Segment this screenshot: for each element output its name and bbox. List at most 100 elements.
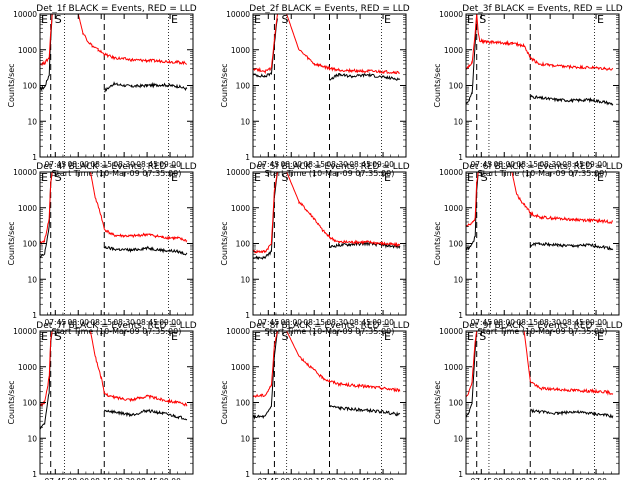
x-tick-label: 08:00	[67, 477, 89, 480]
x-tick-label: 08:00	[67, 318, 89, 327]
y-tick-label: 1	[245, 153, 250, 162]
x-tick-label: 08:30	[539, 318, 561, 327]
x-tick-label: 08:30	[326, 160, 348, 169]
x-tick-label: 07:45	[470, 477, 492, 480]
phase-marker-e: E	[597, 171, 604, 184]
x-tick-label: 07:45	[470, 160, 492, 169]
y-tick-label: 100	[23, 399, 38, 408]
lld-series-line	[40, 14, 188, 67]
x-tick-label: 08:00	[280, 477, 302, 480]
lld-series-line	[253, 331, 401, 399]
events-series-line	[466, 331, 614, 419]
x-tick-label: 09:00	[585, 477, 607, 480]
phase-marker-e: E	[384, 13, 391, 26]
lld-series-line	[466, 14, 614, 71]
phase-marker-s: S	[282, 171, 289, 184]
x-tick-label: 07:45	[44, 477, 66, 480]
x-tick-label: 08:15	[90, 477, 112, 480]
phase-marker-e: E	[171, 330, 178, 343]
x-tick-label: 08:30	[539, 160, 561, 169]
chart-title: Det_8f BLACK = Events, RED = LLD	[249, 321, 409, 331]
phase-marker-e: E	[41, 330, 48, 343]
x-tick-label: 08:45	[136, 477, 158, 480]
y-axis-label: Counts/sec	[433, 63, 442, 107]
y-tick-label: 10000	[439, 168, 463, 177]
chart-title: Det_3f BLACK = Events, RED = LLD	[462, 4, 622, 14]
phase-marker-e: E	[171, 13, 178, 26]
y-tick-label: 1	[458, 311, 463, 320]
x-tick-label: 08:15	[516, 318, 538, 327]
x-tick-label: 09:00	[372, 477, 394, 480]
x-tick-label: 08:45	[349, 477, 371, 480]
x-tick-label: 07:45	[257, 477, 279, 480]
chart-title: Det_5f BLACK = Events, RED = LLD	[249, 162, 409, 172]
x-tick-label: 08:30	[113, 477, 135, 480]
y-tick-label: 100	[23, 82, 38, 91]
y-axis-label: Counts/sec	[433, 221, 442, 265]
y-tick-label: 1	[32, 153, 37, 162]
x-tick-label: 08:30	[113, 160, 135, 169]
y-tick-label: 1000	[231, 363, 250, 372]
x-tick-label: 08:15	[516, 160, 538, 169]
y-tick-label: 1	[245, 470, 250, 479]
events-series-line	[40, 331, 188, 430]
x-tick-label: 07:45	[44, 160, 66, 169]
x-tick-label: 08:45	[562, 477, 584, 480]
y-tick-label: 1000	[18, 363, 37, 372]
y-tick-label: 100	[236, 240, 251, 249]
phase-marker-s: S	[479, 13, 486, 26]
phase-marker-e: E	[467, 330, 474, 343]
y-tick-label: 10000	[226, 10, 250, 19]
y-tick-label: 10	[27, 275, 37, 284]
events-series-line	[253, 331, 401, 420]
x-tick-label: 09:00	[159, 160, 181, 169]
y-tick-label: 10000	[439, 327, 463, 336]
x-tick-label: 08:45	[562, 318, 584, 327]
x-tick-label: 09:00	[159, 477, 181, 480]
y-tick-label: 100	[449, 399, 464, 408]
phase-marker-s: S	[481, 171, 488, 184]
lld-series-line	[466, 331, 614, 398]
y-tick-label: 10000	[13, 327, 37, 336]
chart-title: Det_7f BLACK = Events, RED = LLD	[36, 321, 196, 331]
y-tick-label: 10	[453, 275, 463, 284]
y-tick-label: 10	[453, 117, 463, 126]
y-tick-label: 1000	[444, 204, 463, 213]
y-axis-label: Counts/sec	[7, 221, 16, 265]
phase-marker-s: S	[55, 330, 62, 343]
chart-panel-8: 11010010001000007:4508:0008:1508:3008:45…	[220, 321, 410, 480]
y-tick-label: 10	[27, 434, 37, 443]
x-tick-label: 09:00	[372, 160, 394, 169]
phase-marker-e: E	[467, 13, 474, 26]
x-tick-label: 07:45	[257, 318, 279, 327]
y-axis-label: Counts/sec	[220, 221, 229, 265]
x-tick-label: 08:15	[303, 477, 325, 480]
x-tick-label: 07:45	[470, 318, 492, 327]
phase-marker-s: S	[55, 13, 62, 26]
events-series-line	[466, 172, 614, 251]
y-tick-label: 10	[240, 117, 250, 126]
x-tick-label: 08:00	[493, 477, 515, 480]
y-tick-label: 10	[453, 434, 463, 443]
y-tick-label: 1000	[231, 204, 250, 213]
phase-marker-e: E	[254, 13, 261, 26]
x-tick-label: 08:30	[539, 477, 561, 480]
chart-panel-3: 1 10 100 1000 10000 07:45 08:00 08:15 08:30 08:45…	[433, 4, 623, 178]
lld-series-line	[40, 331, 188, 408]
plot-frame	[39, 171, 194, 316]
phase-marker-e: E	[384, 330, 391, 343]
phase-marker-e: E	[254, 330, 261, 343]
phase-marker-e: E	[41, 171, 48, 184]
lld-series-line	[253, 172, 401, 254]
y-tick-label: 10000	[226, 168, 250, 177]
x-tick-label: 09:00	[585, 318, 607, 327]
lld-series-line	[40, 172, 188, 246]
x-tick-label: 09:00	[159, 318, 181, 327]
x-tick-label: 08:45	[562, 160, 584, 169]
x-tick-label: 08:15	[303, 318, 325, 327]
phase-marker-e: E	[171, 171, 178, 184]
plot-frame	[465, 171, 620, 316]
events-series-line	[40, 172, 188, 258]
